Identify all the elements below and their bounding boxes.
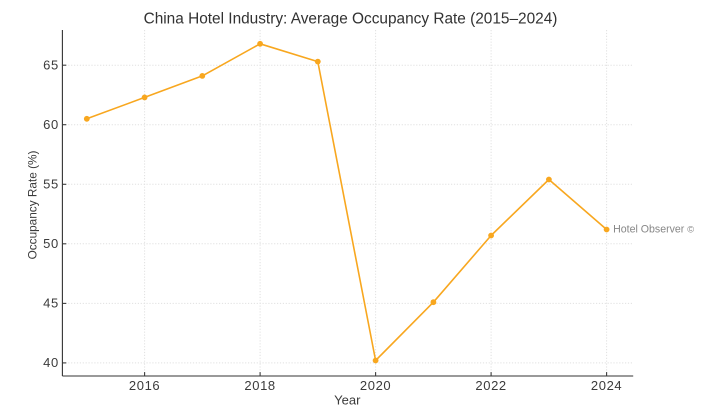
svg-text:2016: 2016 [129, 378, 160, 393]
svg-text:2020: 2020 [360, 378, 391, 393]
svg-text:Hotel Observer ©: Hotel Observer © [613, 224, 694, 236]
svg-text:2022: 2022 [475, 378, 506, 393]
svg-text:45: 45 [43, 296, 59, 311]
svg-text:55: 55 [43, 177, 59, 192]
svg-text:40: 40 [43, 355, 59, 370]
svg-text:50: 50 [43, 236, 59, 251]
svg-text:2024: 2024 [591, 378, 622, 393]
svg-text:2018: 2018 [244, 378, 275, 393]
svg-text:65: 65 [43, 58, 59, 73]
svg-text:China Hotel Industry: Average: China Hotel Industry: Average Occupancy … [144, 10, 558, 27]
svg-text:Occupancy Rate (%): Occupancy Rate (%) [25, 151, 39, 260]
svg-text:Year: Year [334, 393, 361, 408]
svg-text:60: 60 [43, 117, 59, 132]
